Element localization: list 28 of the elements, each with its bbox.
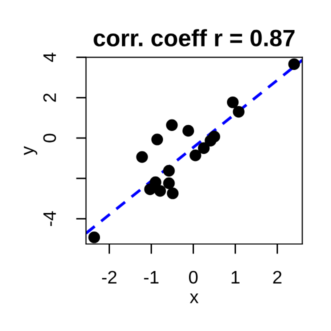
- x-axis-title: x: [190, 294, 198, 304]
- point: [232, 106, 245, 118]
- chart-title: corr. coeff r = 0.87: [94, 29, 295, 46]
- point: [166, 187, 179, 200]
- point: [154, 185, 166, 197]
- y-tick-label: -4: [43, 211, 56, 226]
- point: [208, 130, 220, 142]
- point: [166, 119, 178, 131]
- x-tick-label: 0: [188, 270, 198, 284]
- point: [163, 164, 175, 177]
- point: [136, 151, 148, 163]
- x-tick-label: -2: [102, 270, 116, 284]
- y-tick-label: 4: [43, 52, 56, 62]
- y-axis-title: y: [24, 146, 38, 156]
- point: [182, 124, 194, 137]
- point: [88, 231, 100, 244]
- point: [226, 96, 239, 108]
- x-tick-label: 2: [273, 270, 282, 284]
- point: [198, 142, 210, 154]
- point: [144, 183, 156, 196]
- point: [151, 134, 164, 146]
- y-tick-label: 0: [43, 134, 56, 142]
- y-tick-label: 2: [43, 94, 56, 102]
- point: [163, 177, 175, 190]
- x-tick-label: 1: [232, 271, 240, 284]
- point: [190, 150, 202, 162]
- point: [288, 58, 300, 70]
- x-tick-label: -1: [144, 271, 158, 284]
